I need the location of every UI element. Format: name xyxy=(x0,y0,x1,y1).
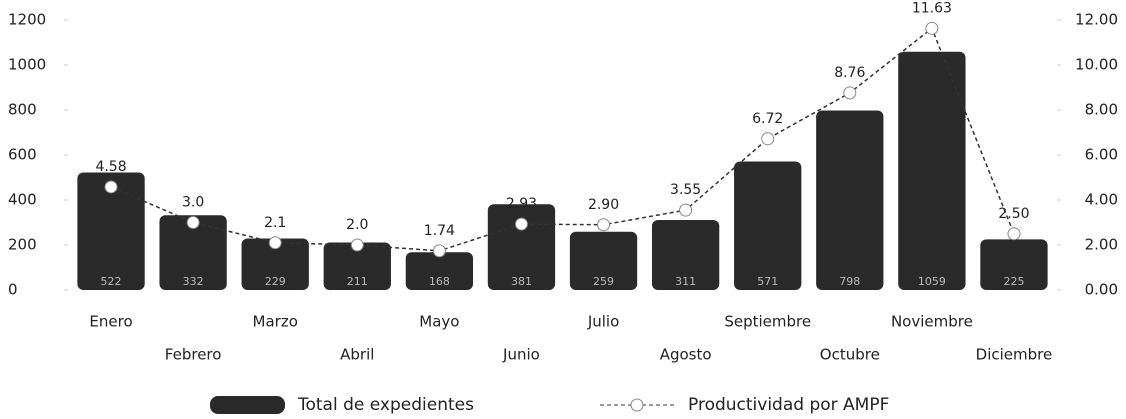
line-value-label: 2.90 xyxy=(588,197,619,213)
line-value-label: 2.1 xyxy=(264,215,286,231)
line-point xyxy=(679,203,693,217)
x-tick-label: Mayo xyxy=(419,313,459,331)
x-tick-label: Febrero xyxy=(165,346,222,364)
bar xyxy=(734,161,802,290)
line-value-label: 8.76 xyxy=(834,65,865,81)
line-value-label: 6.72 xyxy=(752,111,783,127)
bar-value-label: 798 xyxy=(839,275,860,288)
y2-tick-label: 6.00 xyxy=(1085,146,1118,164)
bar-value-label: 332 xyxy=(183,275,204,288)
line-value-label: 3.0 xyxy=(182,195,204,211)
bar-value-label: 522 xyxy=(101,275,122,288)
bar xyxy=(77,172,145,290)
x-tick-label: Agosto xyxy=(660,346,712,364)
legend-label: Total de expedientes xyxy=(297,395,474,415)
bar-value-label: 229 xyxy=(265,275,286,288)
line-point xyxy=(350,238,364,252)
bar xyxy=(323,242,391,290)
bar-value-label: 311 xyxy=(675,275,696,288)
legend-label: Productividad por AMPF xyxy=(688,395,889,415)
bar xyxy=(816,110,884,290)
line-point xyxy=(761,132,775,146)
line-value-label: 2.93 xyxy=(506,196,537,212)
y-tick-label: 800 xyxy=(8,101,37,119)
bar-value-label: 1059 xyxy=(918,275,946,288)
line-point xyxy=(514,217,528,231)
x-tick-label: Junio xyxy=(502,346,540,364)
bar xyxy=(487,204,556,290)
bar xyxy=(569,231,638,290)
bar-value-label: 168 xyxy=(429,275,450,288)
y2-tick-label: 2.00 xyxy=(1085,236,1118,254)
bar-value-label: 259 xyxy=(593,275,614,288)
legend-swatch xyxy=(210,396,285,414)
x-tick-label: Marzo xyxy=(253,313,298,331)
line-point xyxy=(925,21,939,35)
y-tick-label: 0 xyxy=(8,281,18,299)
x-tick-label: Octubre xyxy=(820,346,880,364)
line-value-label: 3.55 xyxy=(670,182,701,198)
x-tick-label: Diciembre xyxy=(976,346,1053,364)
x-tick-label: Abril xyxy=(340,346,374,364)
bar xyxy=(159,215,227,290)
y2-tick-label: 4.00 xyxy=(1085,191,1118,209)
line-point xyxy=(597,218,611,232)
line-point xyxy=(843,86,857,100)
y2-tick-label: 0.00 xyxy=(1085,281,1118,299)
y-tick-label: 200 xyxy=(8,236,37,254)
x-tick-label: Noviembre xyxy=(891,313,973,331)
line-value-label: 2.50 xyxy=(998,206,1029,222)
line-point xyxy=(268,236,282,250)
y2-tick-label: 8.00 xyxy=(1085,101,1118,119)
y-tick-label: 1000 xyxy=(8,56,46,74)
bar-value-label: 211 xyxy=(347,275,368,288)
y-tick-label: 1200 xyxy=(8,11,46,29)
x-tick-label: Enero xyxy=(89,313,132,331)
bar-value-label: 381 xyxy=(511,275,532,288)
line-value-label: 2.0 xyxy=(346,217,368,233)
x-tick-label: Septiembre xyxy=(724,313,811,331)
x-tick-label: Julio xyxy=(587,313,619,331)
bar xyxy=(241,238,309,290)
bar xyxy=(405,252,474,290)
legend-swatch xyxy=(630,398,644,412)
line-point xyxy=(104,180,118,194)
line-point xyxy=(186,216,200,229)
line-value-label: 11.63 xyxy=(912,0,952,16)
bar xyxy=(651,220,720,290)
bar-value-label: 225 xyxy=(1003,275,1024,288)
y-tick-label: 400 xyxy=(8,191,37,209)
line-value-label: 1.74 xyxy=(424,223,455,239)
y2-tick-label: 10.00 xyxy=(1075,56,1118,74)
bar xyxy=(980,239,1048,290)
bar xyxy=(898,51,966,290)
line-point xyxy=(432,244,446,258)
line-value-label: 4.58 xyxy=(95,159,126,175)
y2-tick-label: 12.00 xyxy=(1075,11,1118,29)
bar-value-label: 571 xyxy=(757,275,778,288)
y-tick-label: 600 xyxy=(8,146,37,164)
line xyxy=(110,27,1015,252)
line-point xyxy=(1007,227,1021,241)
